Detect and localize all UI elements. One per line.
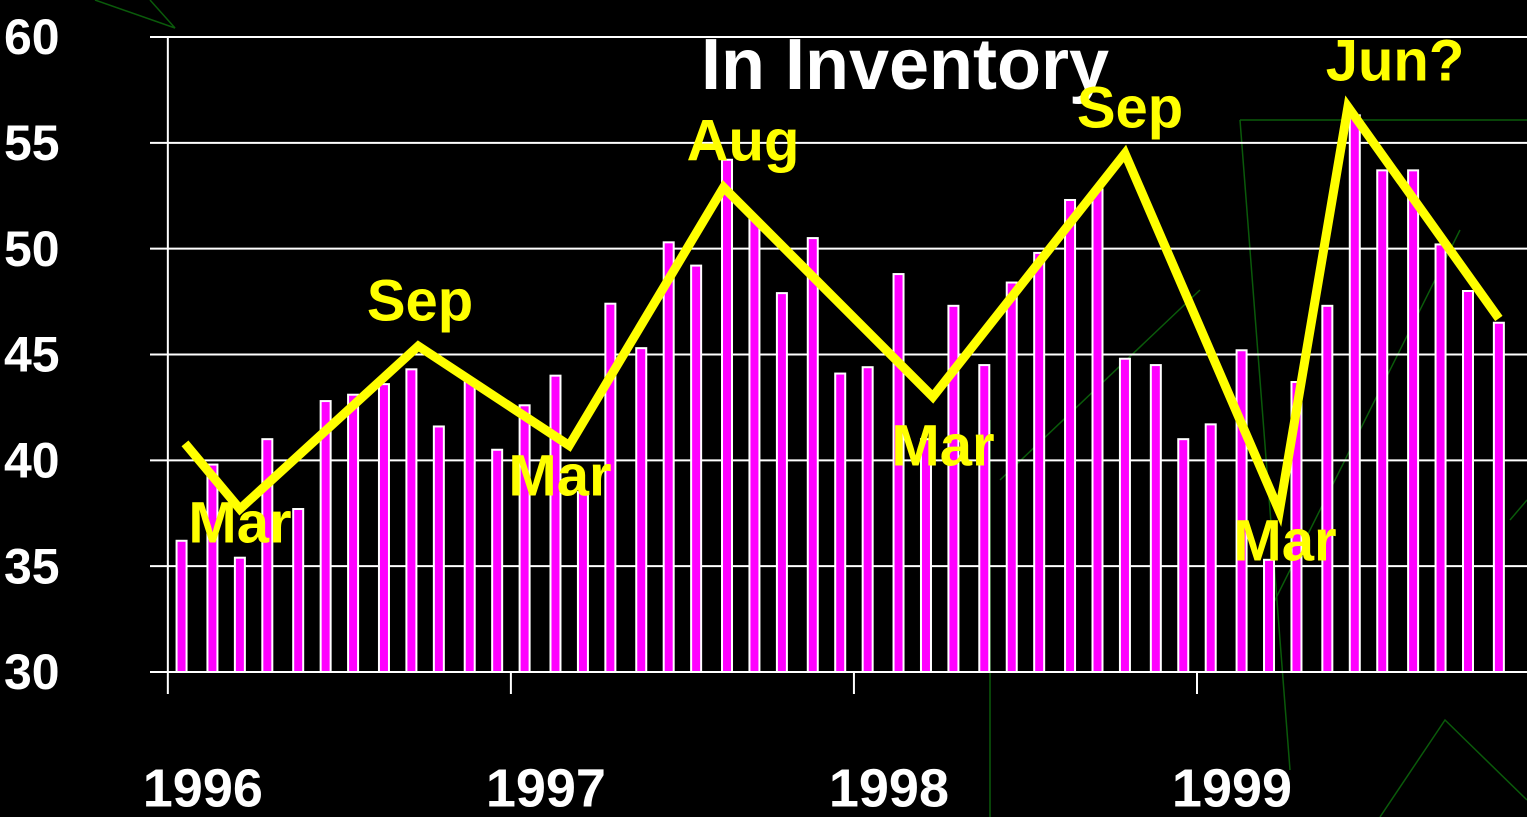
bar [463,378,476,673]
bar [748,218,761,674]
bar [1263,558,1276,673]
y-tick-label: 50 [4,221,60,277]
bar [1149,364,1162,673]
annotation: Aug [687,108,800,173]
bar [1376,169,1389,673]
annotation: Sep [1077,75,1183,140]
bar [604,302,617,673]
bar [1005,281,1018,673]
annotation: Mar [1233,508,1336,573]
bar [1091,188,1104,673]
x-tick-label: 1996 [143,758,263,817]
annotation: Mar [508,443,611,508]
bar [1177,438,1190,673]
bar [319,400,332,673]
bar [347,393,360,673]
bar [576,491,589,674]
line [181,95,1503,527]
y-tick-label: 30 [4,644,60,700]
bar [206,463,219,674]
bar [662,241,675,673]
bar [892,273,905,673]
bar [806,237,819,673]
bar [261,438,274,673]
x-tick-label: 1998 [829,758,949,817]
bar [1348,114,1361,674]
bar [919,438,932,673]
bar [1235,349,1248,673]
bar [1204,423,1217,673]
bar [1321,304,1334,673]
bar [1492,321,1505,673]
y-tick-label: 45 [4,327,60,383]
bar [233,556,246,674]
bar [690,264,703,673]
x-tick-label: 1999 [1172,758,1292,817]
bar [432,425,445,674]
bar [775,292,788,673]
chart-title: In Inventory [701,25,1109,105]
y-tick-label: 40 [4,433,60,489]
x-tick-label: 1997 [486,758,606,817]
bar [635,347,648,673]
bar [978,364,991,673]
bar [549,374,562,673]
bar [377,383,390,673]
bar [1434,243,1447,674]
bar [1290,381,1303,673]
bar [1118,357,1131,673]
y-tick-label: 35 [4,538,60,594]
bar [861,366,874,673]
bar [1033,251,1046,673]
bar [1064,198,1077,673]
annotation: Mar [188,490,291,555]
bar [518,404,531,673]
bar [721,158,734,673]
y-tick-label: 55 [4,115,60,171]
bar [405,368,418,673]
bar [1407,169,1420,673]
bar [1461,290,1474,673]
bar [175,539,188,673]
annotation: Sep [367,268,473,333]
annotation: Mar [891,413,994,478]
annotation: Jun? [1326,28,1465,93]
bar [491,448,504,673]
bar [947,304,960,673]
y-tick-label: 60 [4,9,60,65]
bar [292,508,305,673]
bar [834,372,847,673]
